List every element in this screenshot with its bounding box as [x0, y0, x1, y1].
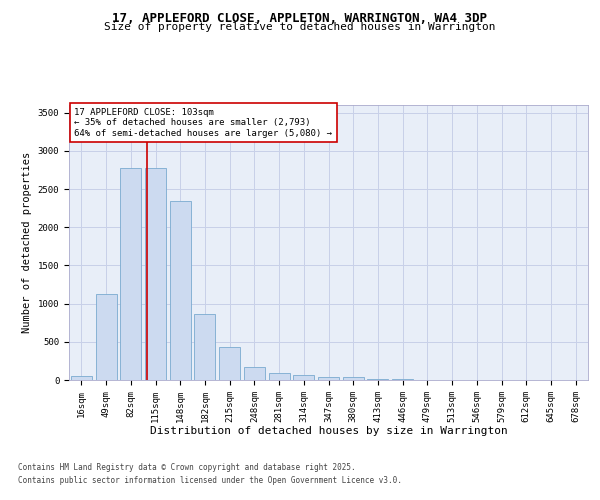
Text: 17 APPLEFORD CLOSE: 103sqm
← 35% of detached houses are smaller (2,793)
64% of s: 17 APPLEFORD CLOSE: 103sqm ← 35% of deta… — [74, 108, 332, 138]
Y-axis label: Number of detached properties: Number of detached properties — [22, 152, 32, 333]
Text: 17, APPLEFORD CLOSE, APPLETON, WARRINGTON, WA4 3DP: 17, APPLEFORD CLOSE, APPLETON, WARRINGTO… — [113, 12, 487, 26]
Bar — [343, 377, 364, 380]
Bar — [318, 377, 339, 380]
Bar — [71, 376, 92, 380]
Bar — [120, 168, 141, 380]
Bar — [145, 168, 166, 380]
X-axis label: Distribution of detached houses by size in Warrington: Distribution of detached houses by size … — [149, 426, 508, 436]
Bar — [293, 375, 314, 380]
Bar — [170, 201, 191, 380]
Bar — [95, 294, 116, 380]
Text: Size of property relative to detached houses in Warrington: Size of property relative to detached ho… — [104, 22, 496, 32]
Bar — [219, 347, 240, 380]
Bar — [269, 373, 290, 380]
Bar — [392, 379, 413, 380]
Text: Contains public sector information licensed under the Open Government Licence v3: Contains public sector information licen… — [18, 476, 402, 485]
Bar — [194, 314, 215, 380]
Text: Contains HM Land Registry data © Crown copyright and database right 2025.: Contains HM Land Registry data © Crown c… — [18, 464, 356, 472]
Bar — [244, 367, 265, 380]
Bar — [367, 379, 388, 380]
